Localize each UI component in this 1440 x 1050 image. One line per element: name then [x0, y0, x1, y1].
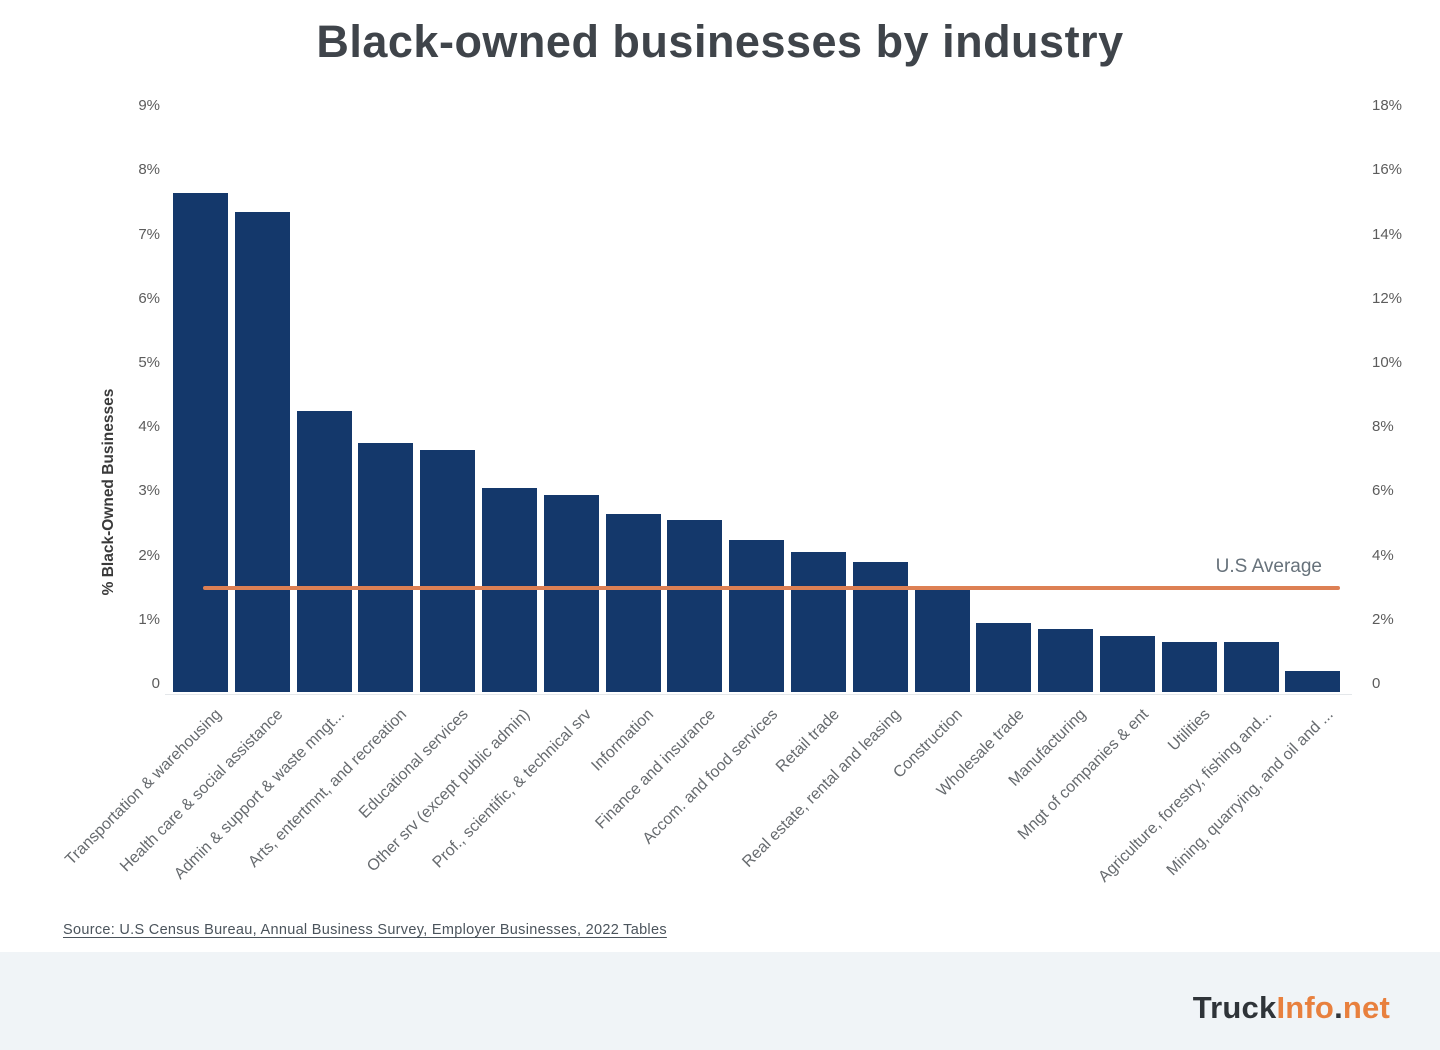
brand-dot: .: [1334, 990, 1343, 1025]
right-axis-tick: 12%: [1372, 289, 1403, 307]
right-axis-tick: 8%: [1372, 418, 1394, 436]
us-average-label: U.S Average: [1215, 556, 1322, 577]
x-category-label: Utilities: [1164, 706, 1214, 755]
source-link[interactable]: Source: U.S Census Bureau, Annual Busine…: [63, 922, 667, 938]
x-category-label: Finance and insurance: [592, 706, 719, 833]
right-axis-tick: 2%: [1372, 610, 1394, 628]
bar: [1285, 671, 1341, 692]
bar: [791, 552, 846, 692]
left-axis-tick: 5%: [138, 354, 160, 371]
bar: [729, 539, 785, 692]
x-axis-line: [165, 694, 1352, 695]
bar: [1223, 642, 1279, 692]
brand-logo: TruckInfo.net: [1193, 990, 1390, 1026]
right-axis-tick: 6%: [1372, 482, 1394, 500]
bar: [976, 623, 1032, 692]
footer-bar: TruckInfo.net: [0, 952, 1440, 1050]
right-axis-tick: 18%: [1372, 97, 1403, 115]
bar: [1161, 642, 1217, 692]
brand-part-net: net: [1342, 990, 1390, 1025]
bar: [482, 488, 537, 692]
left-axis-tick: 2%: [138, 546, 160, 564]
left-axis-tick: 7%: [138, 225, 160, 243]
left-axis-tick: 8%: [138, 161, 160, 179]
bar: [1100, 635, 1155, 692]
left-axis-tick: 0: [151, 675, 160, 692]
bar: [420, 449, 476, 692]
left-axis-tick: 6%: [138, 289, 160, 307]
right-axis-tick: 0: [1372, 675, 1381, 692]
bar: [296, 411, 352, 692]
us-average-line: [203, 585, 1340, 590]
right-axis-tick: 16%: [1372, 161, 1403, 179]
chart-title: Black-owned businesses by industry: [316, 16, 1124, 67]
bar: [914, 587, 970, 692]
x-category-label: Educational services: [355, 706, 472, 822]
bar: [1038, 629, 1094, 692]
bar: [852, 562, 908, 692]
left-axis-tick: 3%: [138, 482, 160, 500]
left-axis-tick: 4%: [138, 418, 160, 436]
bar: [667, 520, 723, 692]
right-axis-tick: 14%: [1372, 225, 1403, 243]
right-axis-tick: 10%: [1372, 354, 1403, 371]
bar: [543, 494, 599, 692]
brand-part-info: Info: [1276, 990, 1335, 1025]
brand-part-truck: Truck: [1192, 990, 1277, 1025]
bar: [173, 192, 228, 692]
left-axis-tick: 9%: [138, 97, 160, 115]
bar: [358, 443, 414, 692]
bar: [605, 513, 661, 692]
bar: [234, 212, 290, 692]
left-axis-tick: 1%: [138, 610, 160, 628]
x-category-label: Mngt of companies & ent: [1014, 706, 1152, 844]
right-axis-tick: 4%: [1372, 546, 1394, 564]
